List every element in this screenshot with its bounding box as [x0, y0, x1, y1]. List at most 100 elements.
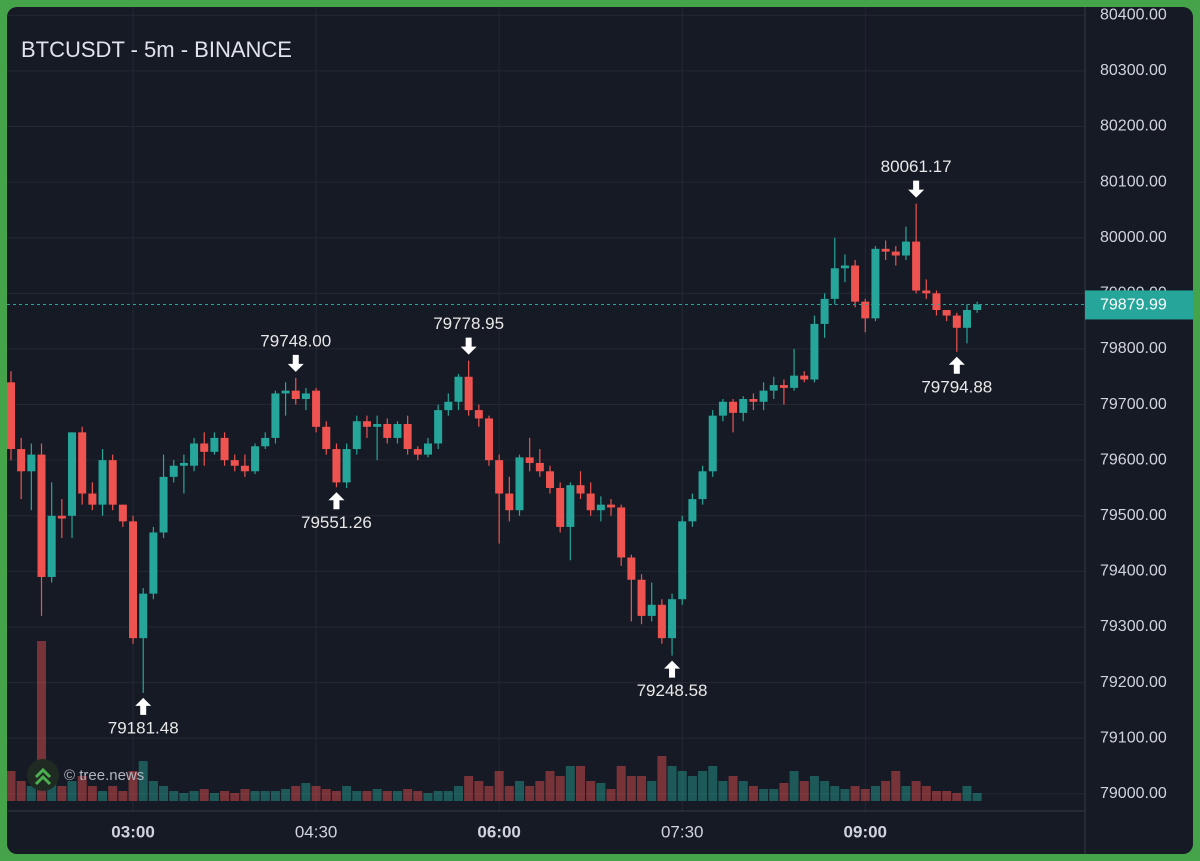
candle-body	[393, 424, 402, 438]
logo-icon	[34, 767, 52, 786]
candle-body	[373, 424, 382, 427]
candle-body	[37, 454, 46, 577]
candle-body	[423, 443, 432, 455]
candle-body	[515, 457, 524, 511]
volume-bar	[362, 791, 372, 801]
candle-body	[169, 465, 178, 477]
volume-bar	[962, 786, 972, 801]
volume-bar	[301, 783, 311, 801]
candle-body	[922, 290, 931, 294]
candle-body	[322, 426, 331, 450]
volume-bar	[921, 786, 931, 801]
volume-bar	[972, 793, 982, 801]
y-tick-label: 80400.00	[1100, 7, 1167, 23]
volume-bar	[291, 786, 301, 801]
volume-bar	[57, 786, 67, 801]
candle-body	[637, 579, 646, 616]
volume-bar	[118, 791, 128, 801]
candle-body	[535, 462, 544, 472]
candle-body	[291, 390, 300, 399]
y-tick-label: 79400.00	[1100, 563, 1167, 580]
volume-bar	[159, 786, 169, 801]
annotation-label: 80061.17	[881, 157, 952, 176]
y-tick-label: 79700.00	[1100, 396, 1167, 413]
candle-body	[129, 521, 138, 639]
volume-bar	[942, 791, 952, 801]
volume-bar	[626, 776, 636, 801]
volume-bar	[809, 776, 819, 801]
candle-body	[403, 424, 412, 450]
annotation-label: 79181.48	[108, 718, 179, 737]
candle-body	[108, 460, 117, 505]
candle-body	[962, 310, 971, 328]
volume-bar	[820, 781, 830, 801]
volume-bar	[250, 791, 260, 801]
volume-bar	[881, 781, 891, 801]
y-tick-label: 80000.00	[1100, 229, 1167, 246]
candle-body	[912, 241, 921, 291]
volume-bar	[515, 781, 524, 801]
volume-bar	[108, 786, 118, 801]
candle-body	[779, 385, 788, 388]
candle-body	[647, 604, 656, 616]
candle-body	[790, 375, 799, 388]
volume-bar	[525, 786, 535, 801]
candle-body	[27, 454, 36, 472]
volume-bar	[830, 786, 840, 801]
volume-bar	[433, 791, 443, 801]
candle-body	[881, 248, 890, 252]
volume-bar	[931, 791, 941, 801]
candle-body	[546, 471, 555, 488]
candle-body	[484, 418, 493, 461]
volume-bar	[718, 781, 728, 801]
candle-body	[871, 248, 880, 319]
candle-body	[139, 593, 148, 639]
candle-body	[464, 376, 473, 411]
volume-bar	[189, 791, 199, 801]
candle-body	[739, 398, 748, 413]
x-tick-label: 07:30	[661, 822, 704, 841]
volume-bar	[352, 791, 362, 801]
volume-bar	[26, 786, 36, 801]
annotation-arrow	[664, 660, 681, 678]
candle-body	[332, 449, 341, 483]
candle-body	[810, 323, 819, 380]
volume-bar	[698, 771, 708, 801]
candle-body	[952, 315, 961, 328]
candle-body	[200, 443, 209, 452]
candle-body	[301, 393, 310, 399]
candle-body	[57, 515, 66, 519]
annotation-arrow	[460, 337, 477, 355]
volume-bar	[372, 789, 382, 801]
y-tick-label: 80200.00	[1100, 118, 1167, 135]
annotation-label: 79551.26	[301, 513, 372, 532]
volume-bar	[77, 776, 87, 801]
volume-bar	[799, 781, 809, 801]
volume-bar	[606, 789, 616, 801]
volume-bar	[281, 789, 291, 801]
volume-bar	[616, 766, 626, 801]
volume-bar	[555, 776, 565, 801]
volume-bar	[128, 771, 138, 801]
candle-body	[749, 398, 758, 402]
volume-bar	[576, 766, 586, 801]
candle-body	[769, 385, 778, 391]
volume-bar	[169, 791, 179, 801]
volume-bar	[870, 786, 880, 801]
volume-bar	[637, 776, 647, 801]
candle-body	[851, 265, 860, 302]
volume-bar	[67, 781, 77, 801]
volume-bar	[474, 781, 484, 801]
volume-bar	[230, 793, 240, 801]
candle-body	[820, 298, 829, 324]
volume-bar	[138, 761, 148, 801]
candle-body	[678, 521, 687, 600]
annotation-label: 79778.95	[433, 314, 504, 333]
volume-bar	[504, 786, 514, 801]
candle-body	[840, 265, 849, 269]
volume-bar	[728, 776, 738, 801]
volume-bar	[657, 756, 667, 801]
annotation-label: 79748.00	[260, 331, 331, 350]
candle-body	[240, 465, 249, 472]
volume-bar	[677, 771, 687, 801]
